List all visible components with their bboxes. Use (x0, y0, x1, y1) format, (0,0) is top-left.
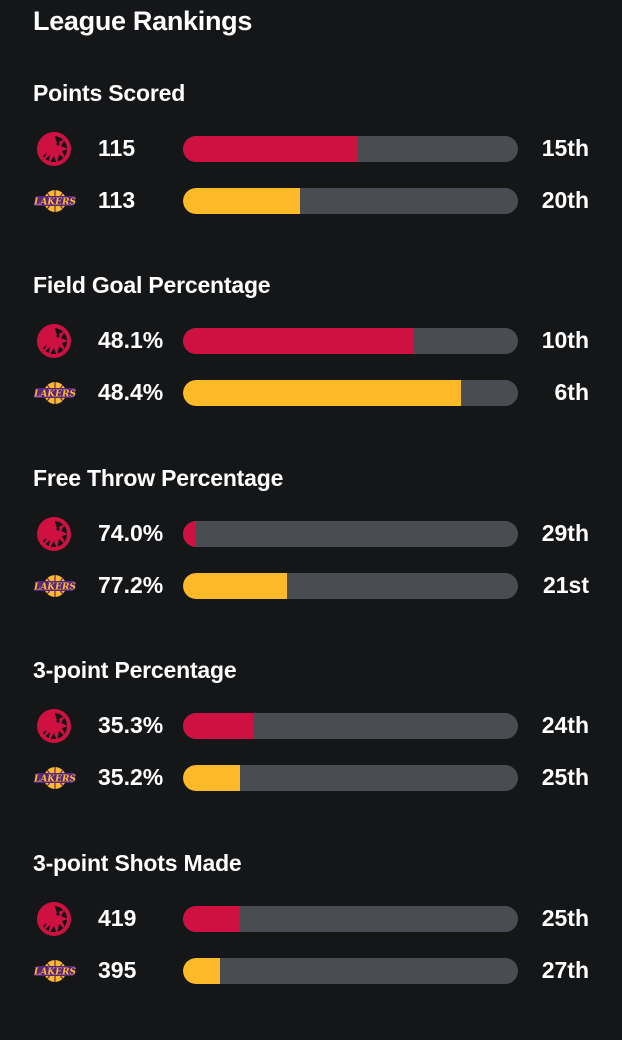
section-title: Points Scored (33, 80, 186, 106)
rank-bar-fill (183, 573, 287, 599)
section-title: Field Goal Percentage (33, 272, 271, 298)
rank-bar-track (183, 136, 518, 162)
stat-value: 35.3% (98, 712, 164, 738)
lakers-logo-text: LAKERS (33, 198, 76, 208)
rank-bar-track (183, 380, 518, 406)
rank-bar-fill (183, 136, 358, 162)
lakers-logo-icon: LAKERS (32, 758, 78, 798)
stat-value: 419 (98, 905, 137, 931)
stat-row-raptors: 419 25th (0, 899, 622, 939)
league-rank: 6th (554, 379, 590, 405)
rank-bar-fill (183, 328, 415, 354)
stat-section: 3-point Shots Made 419 25th LAKERS 395 27t… (0, 850, 622, 1040)
rank-bar-track (183, 958, 518, 984)
league-rank: 29th (541, 520, 589, 546)
stat-row-lakers: LAKERS 395 27th (0, 951, 622, 991)
league-rank: 24th (541, 712, 589, 738)
rank-bar-fill (183, 521, 197, 547)
rank-bar-track (183, 328, 518, 354)
lakers-logo-text: LAKERS (33, 583, 76, 593)
lakers-logo-icon: LAKERS (32, 373, 78, 413)
league-rank: 25th (541, 764, 589, 790)
stat-value: 113 (98, 187, 136, 213)
lakers-logo-text: LAKERS (33, 968, 76, 978)
league-rank: 25th (541, 905, 589, 931)
rank-bar-fill (183, 958, 220, 984)
rank-bar-track (183, 188, 518, 214)
rank-bar-track (183, 906, 518, 932)
stat-row-raptors: 74.0% 29th (0, 514, 622, 554)
raptors-logo-icon (32, 514, 78, 554)
raptors-logo-icon (32, 706, 78, 746)
stat-row-lakers: LAKERS 48.4% 6th (0, 373, 622, 413)
lakers-logo-text: LAKERS (33, 390, 76, 400)
lakers-logo-icon: LAKERS (32, 181, 78, 221)
stat-row-raptors: 48.1% 10th (0, 321, 622, 361)
rank-bar-fill (183, 380, 462, 406)
stat-section: 3-point Percentage 35.3% 24th LAKERS 35.2… (0, 657, 622, 847)
league-rank: 15th (541, 135, 589, 161)
page-title: League Rankings (33, 6, 253, 36)
stat-row-lakers: LAKERS 35.2% 25th (0, 758, 622, 798)
rank-bar-track (183, 573, 518, 599)
lakers-logo-icon: LAKERS (32, 566, 78, 606)
stat-row-lakers: LAKERS 113 20th (0, 181, 622, 221)
stat-value: 74.0% (98, 520, 164, 546)
stat-section: Field Goal Percentage 48.1% 10th LAKERS 4… (0, 272, 622, 462)
section-title: 3-point Percentage (33, 657, 237, 683)
stat-section: Free Throw Percentage 74.0% 29th LAKERS 7… (0, 465, 622, 655)
rank-bar-track (183, 521, 518, 547)
stat-row-raptors: 115 15th (0, 129, 622, 169)
rank-bar-fill (183, 713, 254, 739)
stat-value: 48.4% (98, 379, 164, 405)
rank-bar-fill (183, 906, 240, 932)
raptors-logo-icon (32, 899, 78, 939)
section-title: 3-point Shots Made (33, 850, 242, 876)
stat-value: 48.1% (98, 327, 164, 353)
stat-row-raptors: 35.3% 24th (0, 706, 622, 746)
rank-bar-track (183, 713, 518, 739)
stat-value: 77.2% (98, 572, 164, 598)
stat-value: 35.2% (98, 764, 164, 790)
league-rank: 21st (542, 572, 589, 598)
raptors-logo-icon (32, 321, 78, 361)
league-rank: 10th (541, 327, 589, 353)
stat-value: 395 (98, 957, 137, 983)
stat-value: 115 (98, 135, 136, 161)
league-rank: 27th (541, 957, 589, 983)
rank-bar-track (183, 765, 518, 791)
stat-row-lakers: LAKERS 77.2% 21st (0, 566, 622, 606)
section-title: Free Throw Percentage (33, 465, 284, 491)
lakers-logo-icon: LAKERS (32, 951, 78, 991)
rank-bar-fill (183, 188, 301, 214)
raptors-logo-icon (32, 129, 78, 169)
lakers-logo-text: LAKERS (33, 775, 76, 785)
league-rank: 20th (541, 187, 589, 213)
stat-section: Points Scored 115 15th LAKERS 113 20th (0, 80, 622, 270)
rank-bar-fill (183, 765, 240, 791)
